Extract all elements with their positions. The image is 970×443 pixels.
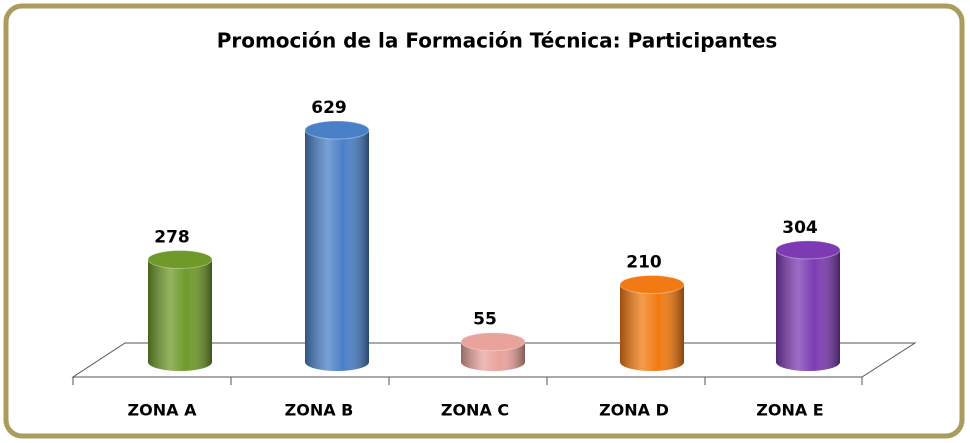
bar-top [460,332,526,352]
bar-shade [305,130,369,371]
bar-shade [148,259,212,371]
x-tick-label: ZONA E [756,401,823,420]
bar-shade [776,249,840,371]
chart-title: Promoción de la Formación Técnica: Parti… [217,29,778,53]
x-tick-label: ZONA D [599,401,669,420]
data-label: 55 [473,310,497,330]
frame [3,3,965,439]
bar [460,332,526,371]
bar-top [619,275,685,295]
bar [775,240,841,371]
x-tick-label: ZONA A [128,401,198,420]
x-tick-label: ZONA C [441,401,509,420]
bar-shade [620,284,684,371]
bar-top [775,240,841,260]
bar [147,249,213,371]
data-label: 304 [782,218,818,238]
bar-top [147,249,213,269]
bar [619,275,685,371]
data-label: 278 [154,227,190,247]
data-label: 210 [626,253,662,273]
data-label: 629 [311,98,347,118]
bar [304,120,370,371]
axis-ticks [72,377,863,385]
bar-top [304,120,370,140]
x-tick-label: ZONA B [285,401,354,420]
